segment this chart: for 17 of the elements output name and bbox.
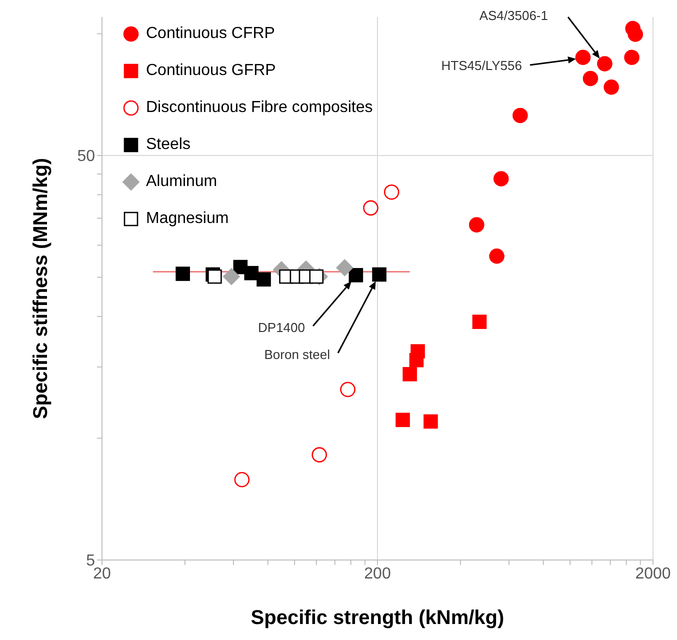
annotation: DP1400 [258,320,305,335]
annotation: HTS45/LY556 [441,58,522,73]
x-tick-label: 20 [93,565,111,582]
x-tick-label: 2000 [635,565,671,582]
legend-label: Continuous GFRP [146,62,276,80]
legend-label: Steels [146,136,190,154]
annotation: Boron steel [264,347,330,362]
legend-label: Aluminum [146,172,218,190]
legend-label: Discontinuous Fibre composites [146,98,373,116]
legend-label: Continuous CFRP [146,24,275,42]
x-tick-label: 200 [364,565,391,582]
annotation: AS4/3506-1 [479,8,548,23]
y-axis-title: Specific stiffness (MNm/kg) [30,158,52,420]
y-tick-label: 5 [86,552,96,570]
x-axis-title: Specific strength (kNm/kg) [250,607,504,630]
legend-label: Magnesium [146,210,229,228]
y-tick-label: 50 [77,148,96,166]
